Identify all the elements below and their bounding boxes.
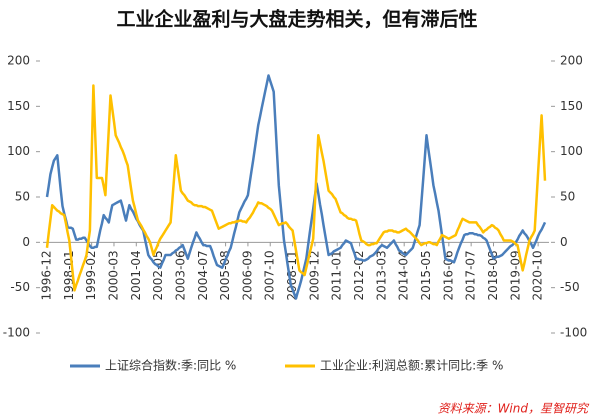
y2-tick-label: 0 [560,235,568,249]
y2-tick-label: -50 [560,280,580,294]
series-line [45,74,547,300]
y-tick-label: 100 [7,144,30,158]
y2-tick-label: 100 [560,144,583,158]
y-tick-label: -100 [3,326,30,340]
x-tick-label: 2003-06 [173,250,187,300]
series-line [45,84,547,292]
x-tick-label: 2007-10 [263,250,277,300]
legend-label: 上证综合指数:季:同比 % [105,358,236,373]
x-tick-label: 2013-03 [374,250,388,300]
x-tick-label: 2001-04 [129,250,143,300]
y-tick-label: 50 [15,190,30,204]
chart-title: 工业企业盈利与大盘走势相关，但有滞后性 [116,8,477,31]
x-tick-label: 2017-07 [464,250,478,300]
x-tick-label: 2020-10 [531,250,545,300]
x-tick-label: 2011-01 [330,250,344,300]
y-tick-label: 150 [7,99,30,113]
y-tick-label: -50 [10,280,30,294]
x-tick-label: 2006-09 [240,250,254,300]
x-tick-label: 2014-04 [397,250,411,300]
source-note: 资料来源：Wind，星智研究 [438,402,590,416]
x-tick-label: 2005-08 [218,250,232,300]
x-tick-label: 2015-05 [419,250,433,300]
x-tick-label: 2004-07 [196,250,210,300]
y2-tick-label: -100 [560,326,587,340]
x-tick-label: 1999-02 [84,250,98,300]
y2-tick-label: 50 [560,190,575,204]
x-tick-label: 2018-08 [486,250,500,300]
y-tick-label: 0 [22,235,30,249]
x-tick-label: 2016-06 [441,250,455,300]
x-tick-label: 2019-09 [508,250,522,300]
x-tick-label: 1996-12 [40,250,54,300]
x-tick-label: 2000-03 [106,250,120,300]
y-tick-label: 200 [7,54,30,68]
y2-tick-label: 150 [560,99,583,113]
x-tick-label: 2009-12 [307,250,321,300]
x-tick-label: 2002-05 [151,250,165,300]
x-tick-label: 2012-02 [352,250,366,300]
legend-label: 工业企业:利润总额:累计同比:季 % [320,358,503,373]
y2-tick-label: 200 [560,54,583,68]
